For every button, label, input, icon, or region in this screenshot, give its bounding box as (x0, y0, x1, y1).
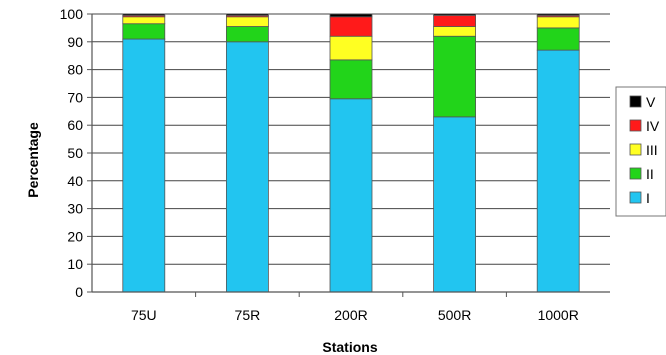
bar-segment (225, 13, 269, 16)
y-tick-label: 60 (67, 117, 83, 133)
y-tick-label: 10 (67, 256, 83, 272)
legend-swatch (629, 191, 642, 204)
bar-segment (122, 23, 166, 40)
x-tick-label: 75R (235, 307, 261, 323)
legend-label: I (646, 190, 650, 206)
y-tick-label: 40 (67, 173, 83, 189)
bar-segment (329, 59, 373, 100)
legend-label: V (646, 94, 656, 110)
bar-segment (536, 13, 580, 16)
bar-segment (329, 13, 373, 18)
y-tick-label: 80 (67, 62, 83, 78)
x-tick-label: 500R (438, 307, 471, 323)
y-tick-labels: 0 10 20 30 40 50 60 70 80 90 100 (60, 6, 92, 300)
y-tick-label: 20 (67, 228, 83, 244)
legend-swatch (629, 143, 642, 156)
x-tick-label: 75U (131, 307, 157, 323)
x-tick-label: 1000R (538, 307, 579, 323)
bar-segment (536, 27, 580, 51)
y-tick-label: 100 (60, 6, 84, 22)
bar-segment (433, 26, 477, 37)
x-tick-labels: 75U 75R 200R 500R 1000R (131, 292, 579, 323)
x-axis-label: Stations (322, 339, 377, 355)
bar-segment (122, 38, 166, 293)
y-tick-label: 90 (67, 34, 83, 50)
y-tick-label: 50 (67, 145, 83, 161)
y-tick-label: 0 (75, 284, 83, 300)
bar-segment (225, 41, 269, 293)
bar-segment (329, 98, 373, 293)
legend-label: IV (646, 118, 660, 134)
y-tick-label: 30 (67, 201, 83, 217)
legend-label: II (646, 166, 654, 182)
y-axis-label: Percentage (25, 122, 41, 198)
bar-segment (433, 35, 477, 118)
bar-segment (536, 16, 580, 29)
legend-swatch (629, 95, 642, 108)
legend-swatch (629, 167, 642, 180)
bar-segment (122, 16, 166, 25)
bar-segment (225, 16, 269, 27)
bar-segment (329, 35, 373, 61)
bar-segment (433, 13, 477, 16)
legend-swatch (629, 119, 642, 132)
bar-segment (122, 13, 166, 16)
bar-segment (225, 26, 269, 43)
x-tick-label: 200R (334, 307, 367, 323)
bar-stacks (122, 13, 580, 293)
y-tick-label: 70 (67, 89, 83, 105)
bar-segment (329, 16, 373, 37)
legend-label: III (646, 142, 658, 158)
bar-segment (433, 116, 477, 293)
bar-segment (536, 49, 580, 293)
bar-segment (433, 14, 477, 27)
